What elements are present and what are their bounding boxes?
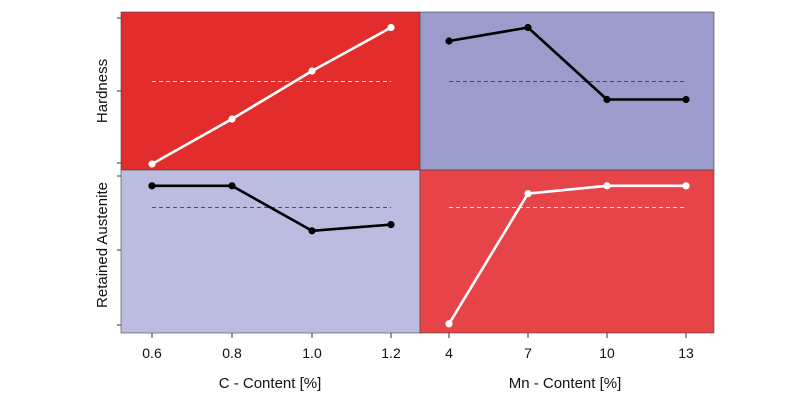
x-tick-label-mn-content-3: 10 (599, 345, 615, 361)
x-axis-label-c-content: C - Content [%] (219, 375, 322, 392)
panel-hardness-c-content-point-1 (148, 160, 156, 168)
row-label-retained-austenite: Retained Austenite (94, 182, 111, 308)
panel-hardness-mn-content-point-1 (445, 37, 453, 45)
x-tick-label-mn-content-1: 4 (445, 345, 453, 361)
panel-retained-austenite-mn-content-background (419, 169, 715, 334)
panel-retained-austenite-c-content (120, 169, 421, 334)
panel-retained-austenite-c-content-point-2 (228, 182, 236, 190)
panel-hardness-mn-content-point-3 (603, 95, 611, 104)
panel-retained-austenite-c-content-point-3 (308, 227, 316, 235)
panel-hardness-mn-content-point-4 (682, 95, 690, 104)
x-tick-label-c-content-4: 1.2 (381, 345, 401, 361)
panel-retained-austenite-c-content-point-4 (387, 221, 395, 229)
row-label-hardness: Hardness (94, 59, 111, 123)
panel-hardness-c-content-point-3 (308, 67, 316, 75)
panel-retained-austenite-mn-content-point-2 (524, 190, 532, 198)
panel-retained-austenite-mn-content-point-3 (603, 182, 611, 190)
axes-layer: Hardness Retained Austenite C - Content … (94, 17, 694, 392)
panel-hardness-c-content-series-line (151, 26, 392, 166)
panel-retained-austenite-c-content-point-1 (148, 182, 156, 190)
panel-hardness-mn-content-background (419, 11, 715, 171)
x-axis-label-mn-content: Mn - Content [%] (509, 375, 622, 392)
x-tick-label-mn-content-4: 13 (678, 345, 694, 361)
panel-hardness-c-content (120, 11, 421, 171)
panel-hardness-c-content-point-4 (387, 23, 395, 32)
panel-retained-austenite-mn-content-point-1 (445, 320, 453, 328)
panel-hardness-mn-content (419, 11, 715, 171)
panel-retained-austenite-c-content-background (120, 169, 421, 334)
x-tick-label-c-content-3: 1.0 (302, 345, 322, 361)
panel-hardness-c-content-point-2 (228, 115, 236, 123)
panel-retained-austenite-mn-content-series-line (447, 184, 686, 325)
panel-hardness-mn-content-point-2 (524, 23, 532, 32)
panels-layer (120, 11, 715, 334)
panel-retained-austenite-mn-content-point-4 (682, 182, 690, 190)
x-tick-label-c-content-2: 0.8 (222, 345, 242, 361)
x-tick-label-mn-content-2: 7 (524, 345, 532, 361)
x-tick-label-c-content-1: 0.6 (142, 345, 162, 361)
panel-hardness-mn-content-series-line (448, 26, 686, 101)
panel-retained-austenite-mn-content (419, 169, 715, 334)
panel-retained-austenite-c-content-series-line (152, 184, 392, 233)
